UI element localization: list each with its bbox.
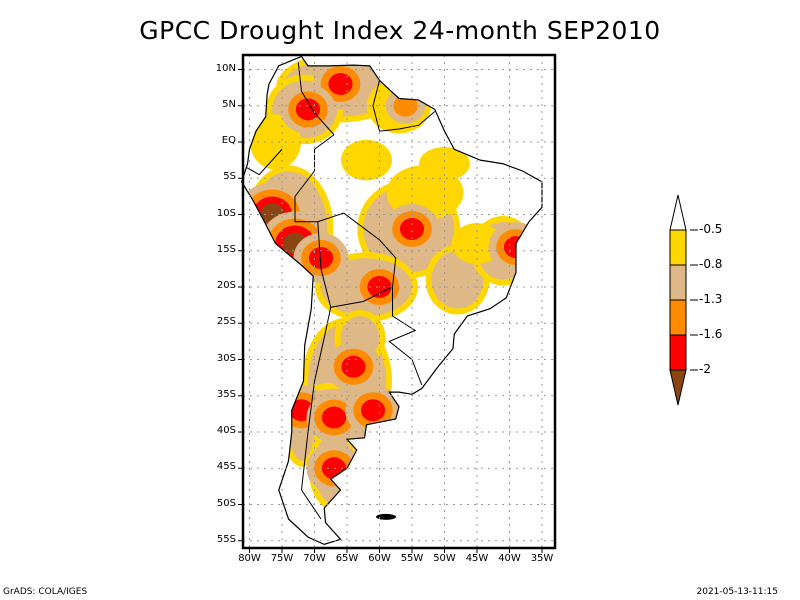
drought-region-buenos-aires	[361, 399, 385, 421]
colorbar-label: -2	[699, 362, 711, 376]
colorbar-label: -0.8	[699, 257, 722, 271]
drought-region-mato-grosso	[400, 218, 424, 240]
colorbar-upper-arrow	[670, 195, 686, 230]
lat-label: 5S	[196, 171, 236, 182]
colorbar-segment-c1	[670, 230, 686, 265]
lon-label: 70W	[300, 553, 330, 564]
colorbar-lower-arrow	[670, 370, 686, 405]
colorbar	[670, 195, 698, 405]
lat-label: 15S	[196, 244, 236, 255]
lon-label: 80W	[235, 553, 265, 564]
lat-label: EQ	[196, 135, 236, 146]
lat-label: 40S	[196, 425, 236, 436]
lat-label: 5N	[196, 99, 236, 110]
lon-label: 35W	[527, 553, 557, 564]
drought-contours	[237, 53, 543, 510]
lon-label: 55W	[397, 553, 427, 564]
colorbar-segment-c2	[670, 265, 686, 300]
lat-label: 20S	[196, 280, 236, 291]
lon-label: 75W	[267, 553, 297, 564]
drought-region-venezuela-north	[328, 73, 352, 95]
colorbar-segment-c4	[670, 335, 686, 370]
lat-label: 30S	[196, 353, 236, 364]
lat-label: 10S	[196, 208, 236, 219]
colorbar-segment-c3	[670, 300, 686, 335]
lon-label: 65W	[332, 553, 362, 564]
lon-label: 40W	[495, 553, 525, 564]
footer-credit: GrADS: COLA/IGES	[3, 587, 87, 597]
lon-label: 50W	[430, 553, 460, 564]
colorbar-label: -1.3	[699, 292, 722, 306]
drought-region-pampas	[322, 407, 346, 429]
drought-fill-layer	[237, 53, 543, 510]
drought-region-argentina-central	[341, 356, 365, 378]
lon-label: 60W	[365, 553, 395, 564]
lat-label: 35S	[196, 389, 236, 400]
lon-label: 45W	[462, 553, 492, 564]
map-canvas	[0, 0, 800, 600]
colorbar-label: -1.6	[699, 327, 722, 341]
footer-timestamp: 2021-05-13-11:15	[697, 587, 779, 597]
colorbar-label: -0.5	[699, 222, 722, 236]
lat-label: 50S	[196, 498, 236, 509]
lat-label: 10N	[196, 63, 236, 74]
lat-label: 45S	[196, 461, 236, 472]
drought-area-moderate	[341, 140, 392, 181]
lat-label: 55S	[196, 534, 236, 545]
lat-label: 25S	[196, 316, 236, 327]
